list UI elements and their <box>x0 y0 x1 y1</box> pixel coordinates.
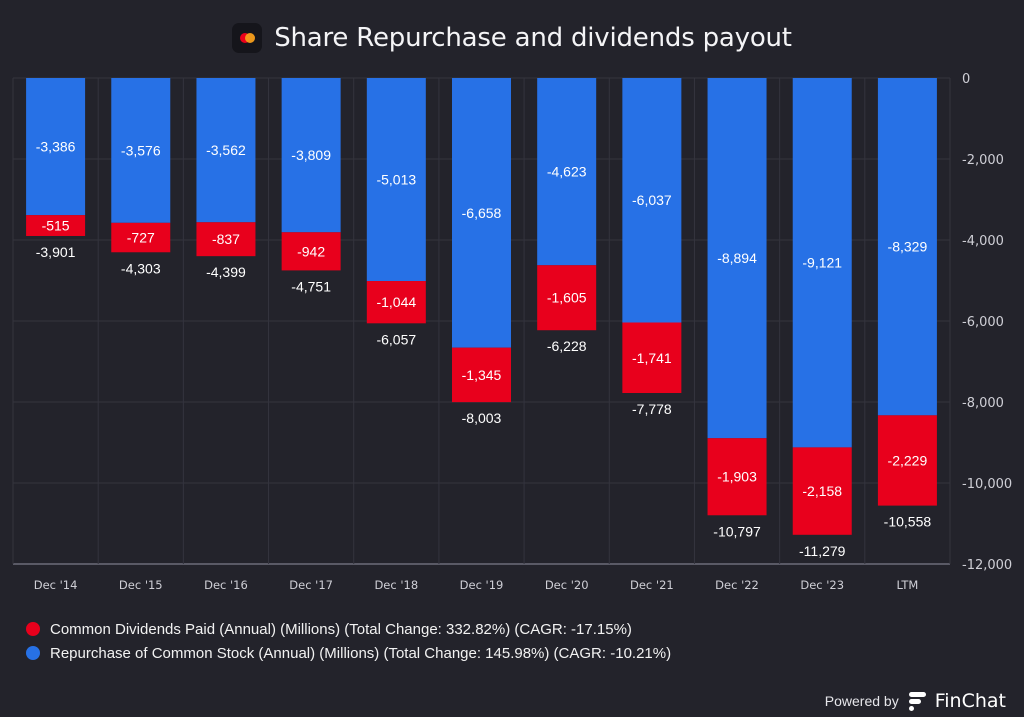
data-label-total: -6,057 <box>376 331 416 347</box>
data-label-dividends: -1,903 <box>717 469 757 485</box>
data-label-dividends: -1,741 <box>632 350 672 366</box>
bar-dividends <box>622 322 682 394</box>
data-label-total: -10,558 <box>884 514 932 530</box>
bar-dividends <box>366 281 426 324</box>
x-tick-label: Dec '21 <box>630 578 674 592</box>
legend-dot-repurchase-icon <box>26 646 40 660</box>
data-label-dividends: -2,158 <box>802 483 842 499</box>
data-label-dividends: -1,044 <box>376 294 416 310</box>
bar-dividends <box>877 415 937 506</box>
y-tick-label: -10,000 <box>962 477 1012 492</box>
bar-repurchase <box>111 78 171 223</box>
data-label-total: -3,901 <box>36 244 76 260</box>
data-label-total: -11,279 <box>799 543 846 559</box>
data-label-total: -6,228 <box>547 338 587 354</box>
stacked-bar-chart: -3,386 -515 -3,901 -3,576 -727 -4,303 -3,562 -8… <box>12 72 1012 592</box>
bar-dividends <box>196 222 256 257</box>
legend-label-repurchase: Repurchase of Common Stock (Annual) (Mil… <box>50 644 672 662</box>
bar-repurchase <box>792 78 852 448</box>
x-tick-label: Dec '23 <box>800 578 844 592</box>
data-label-repurchase: -8,329 <box>888 239 928 255</box>
bar-repurchase <box>366 78 426 282</box>
x-tick-label: Dec '22 <box>715 578 759 592</box>
data-label-total: -8,003 <box>462 410 502 426</box>
legend-label-dividends: Common Dividends Paid (Annual) (Millions… <box>50 620 632 638</box>
x-tick-label: LTM <box>897 578 919 592</box>
data-label-dividends: -515 <box>42 218 70 234</box>
data-label-repurchase: -3,562 <box>206 142 246 158</box>
finchat-logo-icon <box>907 691 927 711</box>
data-label-total: -4,751 <box>291 278 331 294</box>
label-layer: -3,386 -515 -3,901 -3,576 -727 -4,303 -3,562 -8… <box>36 139 932 559</box>
data-label-dividends: -1,605 <box>547 290 587 306</box>
x-tick-label: Dec '20 <box>545 578 589 592</box>
bar-repurchase <box>281 78 341 233</box>
data-label-dividends: -837 <box>212 231 240 247</box>
bar-repurchase <box>26 78 86 216</box>
legend: Common Dividends Paid (Annual) (Millions… <box>26 617 671 665</box>
y-tick-label: -12,000 <box>962 558 1012 573</box>
x-tick-label: Dec '19 <box>460 578 504 592</box>
x-tick-label: Dec '18 <box>374 578 418 592</box>
data-label-total: -4,399 <box>206 264 246 280</box>
bar-dividends <box>792 447 852 535</box>
bar-dividends <box>26 215 86 236</box>
y-tick-label: -2,000 <box>962 153 1004 168</box>
chart-header: Share Repurchase and dividends payout <box>0 18 1024 58</box>
data-label-dividends: -942 <box>297 243 325 259</box>
y-tick-label: -4,000 <box>962 234 1004 249</box>
x-tick-label: Dec '17 <box>289 578 333 592</box>
legend-dot-dividends-icon <box>26 622 40 636</box>
data-label-dividends: -1,345 <box>462 367 502 383</box>
bar-repurchase <box>452 78 511 348</box>
x-tick-label: Dec '14 <box>34 578 78 592</box>
bar-repurchase <box>196 78 256 223</box>
bar-repurchase <box>707 78 767 439</box>
bar-dividends <box>281 232 341 271</box>
bar-dividends <box>537 265 597 331</box>
data-label-total: -4,303 <box>121 260 161 276</box>
x-tick-label: Dec '16 <box>204 578 248 592</box>
legend-item-dividends[interactable]: Common Dividends Paid (Annual) (Millions… <box>26 617 671 641</box>
chart-title: Share Repurchase and dividends payout <box>274 23 792 53</box>
y-tick-label: -6,000 <box>962 315 1004 330</box>
data-label-repurchase: -3,809 <box>291 147 331 163</box>
powered-by-text: Powered by <box>824 693 899 709</box>
data-label-repurchase: -4,623 <box>547 164 587 180</box>
data-label-repurchase: -3,576 <box>121 142 161 158</box>
data-label-repurchase: -8,894 <box>717 250 757 266</box>
finchat-brand[interactable]: FinChat <box>934 690 1006 712</box>
data-label-dividends: -2,229 <box>888 452 928 468</box>
bar-dividends <box>111 222 171 253</box>
bar-repurchase <box>537 78 597 266</box>
legend-item-repurchase[interactable]: Repurchase of Common Stock (Annual) (Mil… <box>26 641 671 665</box>
data-label-repurchase: -3,386 <box>36 139 76 155</box>
x-tick-label: Dec '15 <box>119 578 163 592</box>
bar-dividends <box>452 347 511 403</box>
bar-dividends <box>707 438 767 516</box>
mastercard-logo-icon <box>232 23 263 53</box>
bar-repurchase <box>622 78 682 323</box>
y-tick-label: 0 <box>962 72 970 87</box>
data-label-repurchase: -6,037 <box>632 192 672 208</box>
data-label-total: -10,797 <box>713 523 761 539</box>
data-label-repurchase: -5,013 <box>376 172 416 188</box>
data-label-dividends: -727 <box>127 230 155 246</box>
bar-repurchase <box>877 78 937 416</box>
powered-by-footer: Powered by FinChat <box>825 690 1006 712</box>
data-label-repurchase: -6,658 <box>462 205 502 221</box>
y-tick-label: -8,000 <box>962 396 1004 411</box>
data-label-total: -7,778 <box>632 401 672 417</box>
data-label-repurchase: -9,121 <box>802 255 842 271</box>
bar-layer <box>26 78 937 535</box>
axis-layer: 0 -2,000 -4,000 -6,000 -8,000 -10,000 -12,000 D… <box>34 72 1012 592</box>
